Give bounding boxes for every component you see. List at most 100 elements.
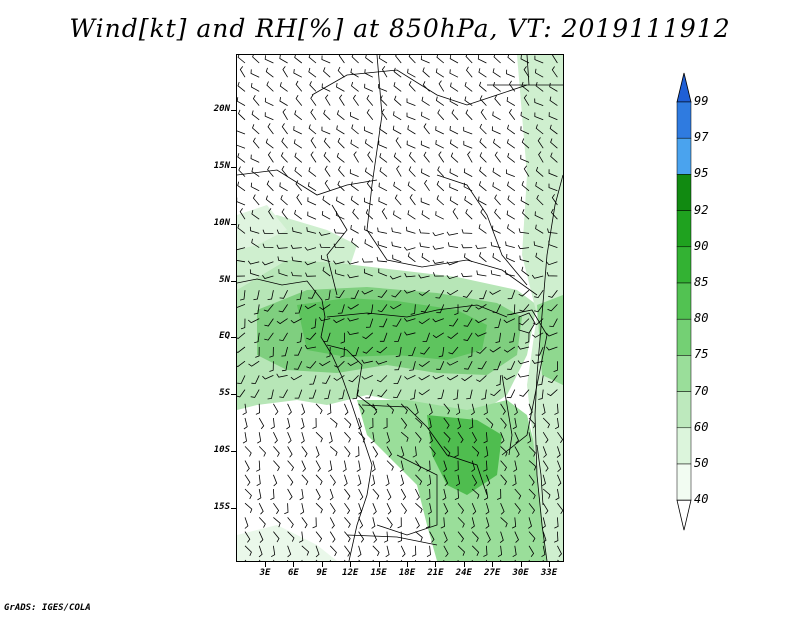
wind-barb <box>237 304 246 308</box>
wind-barb <box>237 389 246 398</box>
wind-barb <box>296 332 303 344</box>
wind-barb <box>238 109 246 121</box>
wind-barb <box>446 360 459 366</box>
wind-barb <box>325 94 331 106</box>
wind-barb <box>364 197 373 206</box>
wind-barb <box>279 389 288 398</box>
lon-label: 15E <box>370 568 387 578</box>
wind-barb <box>361 375 373 380</box>
wind-barb <box>466 389 473 400</box>
wind-barb <box>537 375 544 386</box>
lake-malawi <box>536 444 544 506</box>
wind-barb <box>469 417 474 430</box>
wind-barb <box>432 318 444 323</box>
wind-barb <box>256 460 261 472</box>
wind-barb <box>463 332 473 341</box>
wind-barb <box>429 446 436 458</box>
wind-barb <box>338 55 345 64</box>
wind-barb <box>267 123 274 135</box>
wind-barb <box>250 154 260 163</box>
lon-tick <box>463 562 465 567</box>
colorbar-label: 75 <box>694 347 709 362</box>
wind-barb <box>361 289 373 295</box>
wind-barb <box>528 417 536 429</box>
wind-barb <box>310 108 317 121</box>
wind-barb <box>493 138 501 149</box>
wind-barb <box>478 196 487 206</box>
lon-label: 24E <box>455 568 472 578</box>
wind-barb <box>378 140 388 149</box>
wind-barb <box>334 360 345 368</box>
wind-barb <box>379 332 388 342</box>
wind-barb <box>370 432 375 444</box>
wind-barb <box>443 417 450 429</box>
wind-barb <box>323 109 331 121</box>
wind-barb <box>338 389 345 400</box>
wind-barb <box>433 272 444 277</box>
wind-barb <box>467 346 473 358</box>
wind-barb <box>323 152 331 163</box>
wind-barb <box>237 346 246 353</box>
wind-barb <box>471 531 479 542</box>
wind-barb <box>290 244 302 249</box>
wind-barb <box>237 275 246 277</box>
wind-barb <box>273 446 280 457</box>
wind-barb <box>461 243 473 249</box>
wind-barb <box>454 460 459 472</box>
wind-barb <box>286 417 291 430</box>
wind-barb <box>397 517 402 529</box>
wind-barb <box>393 210 402 220</box>
lon-label: 30E <box>512 568 529 578</box>
lon-label: 9E <box>316 568 328 578</box>
wind-barb <box>244 446 252 457</box>
wind-barb <box>490 389 501 397</box>
wind-barb <box>365 55 374 64</box>
wind-barb <box>437 389 445 400</box>
wind-barb <box>358 559 361 561</box>
colorbar-label: 80 <box>694 311 709 326</box>
wind-barb <box>418 318 430 325</box>
wind-barb <box>503 346 516 353</box>
wind-barb <box>391 289 402 298</box>
wind-barb <box>385 474 390 487</box>
wind-barb <box>503 318 515 324</box>
wind-barb <box>457 417 462 430</box>
wind-barb <box>506 253 515 263</box>
wind-barb <box>362 332 374 340</box>
border-niger-nigeria <box>237 169 378 196</box>
wind-barb <box>328 460 333 472</box>
chart-title: Wind[kt] and RH[%] at 850hPa, VT: 201911… <box>69 14 731 43</box>
wind-barb <box>269 361 274 372</box>
wind-barb <box>452 208 459 220</box>
wind-barb <box>237 260 246 263</box>
wind-barb <box>477 55 487 64</box>
wind-barb <box>457 502 464 514</box>
wind-barb <box>333 318 345 324</box>
wind-barb <box>461 272 473 278</box>
wind-barb <box>258 446 266 457</box>
wind-barb <box>358 417 362 430</box>
lat-tick <box>231 337 236 338</box>
wind-barb <box>394 361 402 371</box>
wind-barb <box>406 140 416 149</box>
colorbar-label: 95 <box>694 166 709 181</box>
rh-region-east-wet <box>537 295 563 385</box>
wind-barb <box>457 517 465 528</box>
lat-tick <box>231 167 236 168</box>
wind-barb <box>420 346 430 355</box>
wind-barb <box>414 403 419 416</box>
wind-barb <box>250 389 260 398</box>
wind-barb <box>351 238 359 248</box>
wind-barb <box>556 446 561 458</box>
wind-barb <box>347 274 359 279</box>
wind-barb <box>478 224 487 234</box>
wind-barb <box>545 346 558 351</box>
wind-barb <box>294 152 303 163</box>
wind-barb <box>335 211 345 220</box>
wind-barb <box>324 165 331 177</box>
wind-barb <box>553 361 558 372</box>
border-libya-chad <box>311 69 528 106</box>
wind-barb <box>517 360 530 365</box>
wind-barb <box>358 403 365 415</box>
wind-barb <box>514 502 521 514</box>
